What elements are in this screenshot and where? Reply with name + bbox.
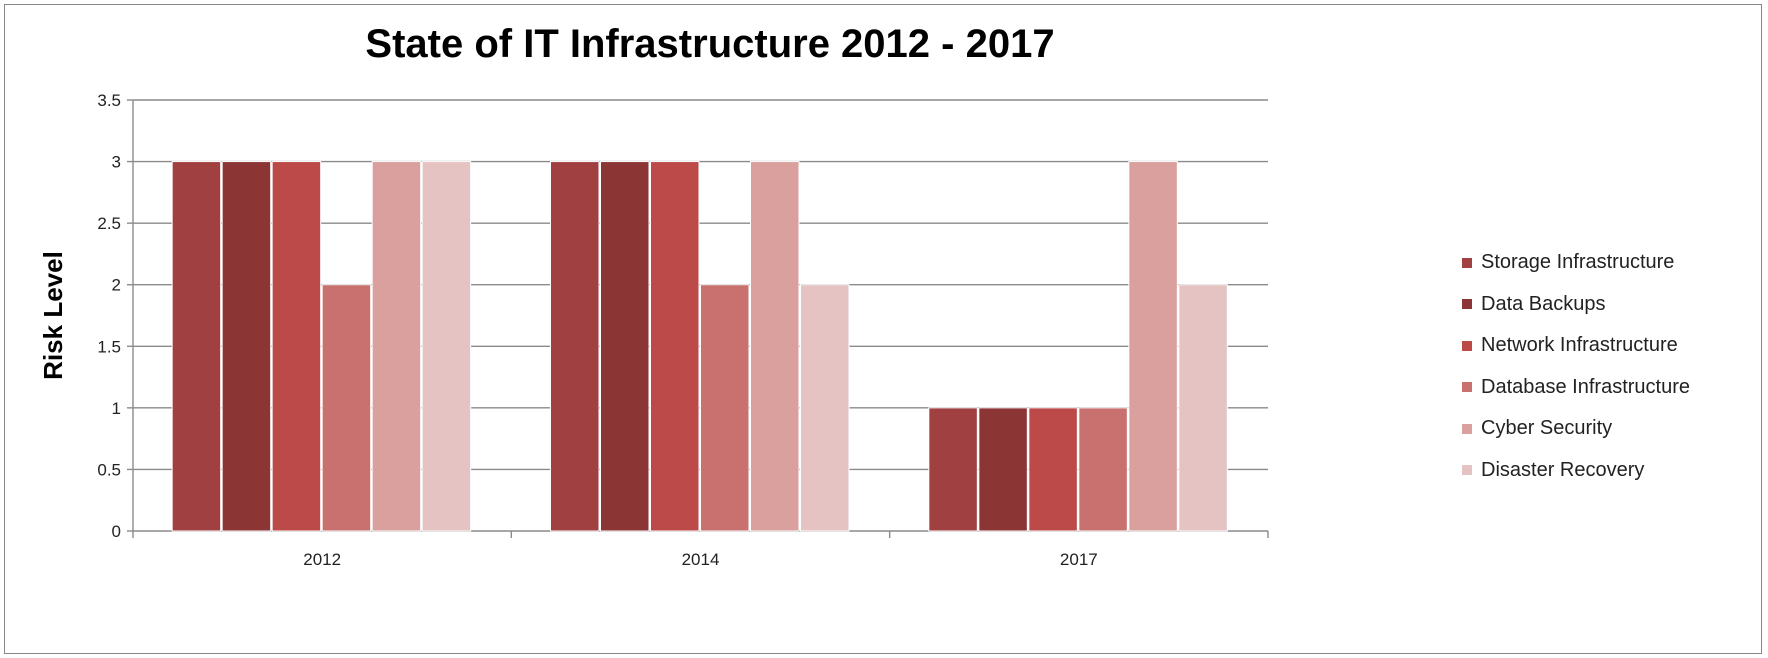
legend-label: Storage Infrastructure [1481, 251, 1675, 274]
y-tick-label: 3.5 [97, 91, 121, 110]
legend-item: Disaster Recovery [1462, 450, 1762, 492]
bar [271, 161, 322, 532]
legend-label: Disaster Recovery [1481, 458, 1645, 481]
bar [1028, 407, 1078, 532]
legend-swatch [1462, 382, 1472, 393]
x-tick-label: 2017 [1060, 550, 1098, 569]
bar [600, 161, 650, 532]
x-tick-label: 2012 [303, 550, 341, 569]
bar [800, 284, 850, 532]
legend: Storage Infrastructure Data Backups Networ… [1462, 242, 1762, 491]
bar [321, 284, 372, 532]
legend-swatch [1462, 423, 1472, 434]
legend-swatch [1462, 299, 1472, 310]
bar [1178, 284, 1228, 532]
legend-label: Cyber Security [1481, 417, 1613, 440]
y-tick-label: 2 [112, 276, 121, 295]
y-tick-label: 1.5 [97, 337, 121, 356]
legend-item: Cyber Security [1462, 408, 1762, 450]
legend-label: Database Infrastructure [1481, 375, 1690, 398]
y-axis-label: Risk Level [38, 251, 68, 380]
legend-swatch [1462, 257, 1472, 268]
bar [928, 407, 978, 532]
chart-title: State of IT Infrastructure 2012 - 2017 [365, 22, 1055, 66]
legend-label: Network Infrastructure [1481, 334, 1678, 357]
bar [1078, 407, 1128, 532]
bar [550, 161, 600, 532]
legend-item: Database Infrastructure [1462, 367, 1762, 409]
bar [171, 161, 222, 532]
y-tick-label: 0.5 [97, 460, 121, 479]
y-tick-label: 0 [112, 522, 121, 541]
bar [371, 161, 422, 532]
bar [700, 284, 750, 532]
y-tick-label: 1 [112, 399, 121, 418]
y-tick-label: 3 [112, 153, 121, 172]
legend-item: Network Infrastructure [1462, 325, 1762, 367]
y-tick-label: 2.5 [97, 214, 121, 233]
bar [1128, 161, 1178, 532]
bar [650, 161, 700, 532]
bar [978, 407, 1028, 532]
legend-item: Storage Infrastructure [1462, 242, 1762, 284]
bar [750, 161, 800, 532]
x-tick-label: 2014 [682, 550, 720, 569]
legend-item: Data Backups [1462, 284, 1762, 326]
legend-swatch [1462, 340, 1472, 351]
bar [421, 161, 472, 532]
bar [221, 161, 272, 532]
legend-label: Data Backups [1481, 292, 1606, 315]
legend-swatch [1462, 465, 1472, 476]
